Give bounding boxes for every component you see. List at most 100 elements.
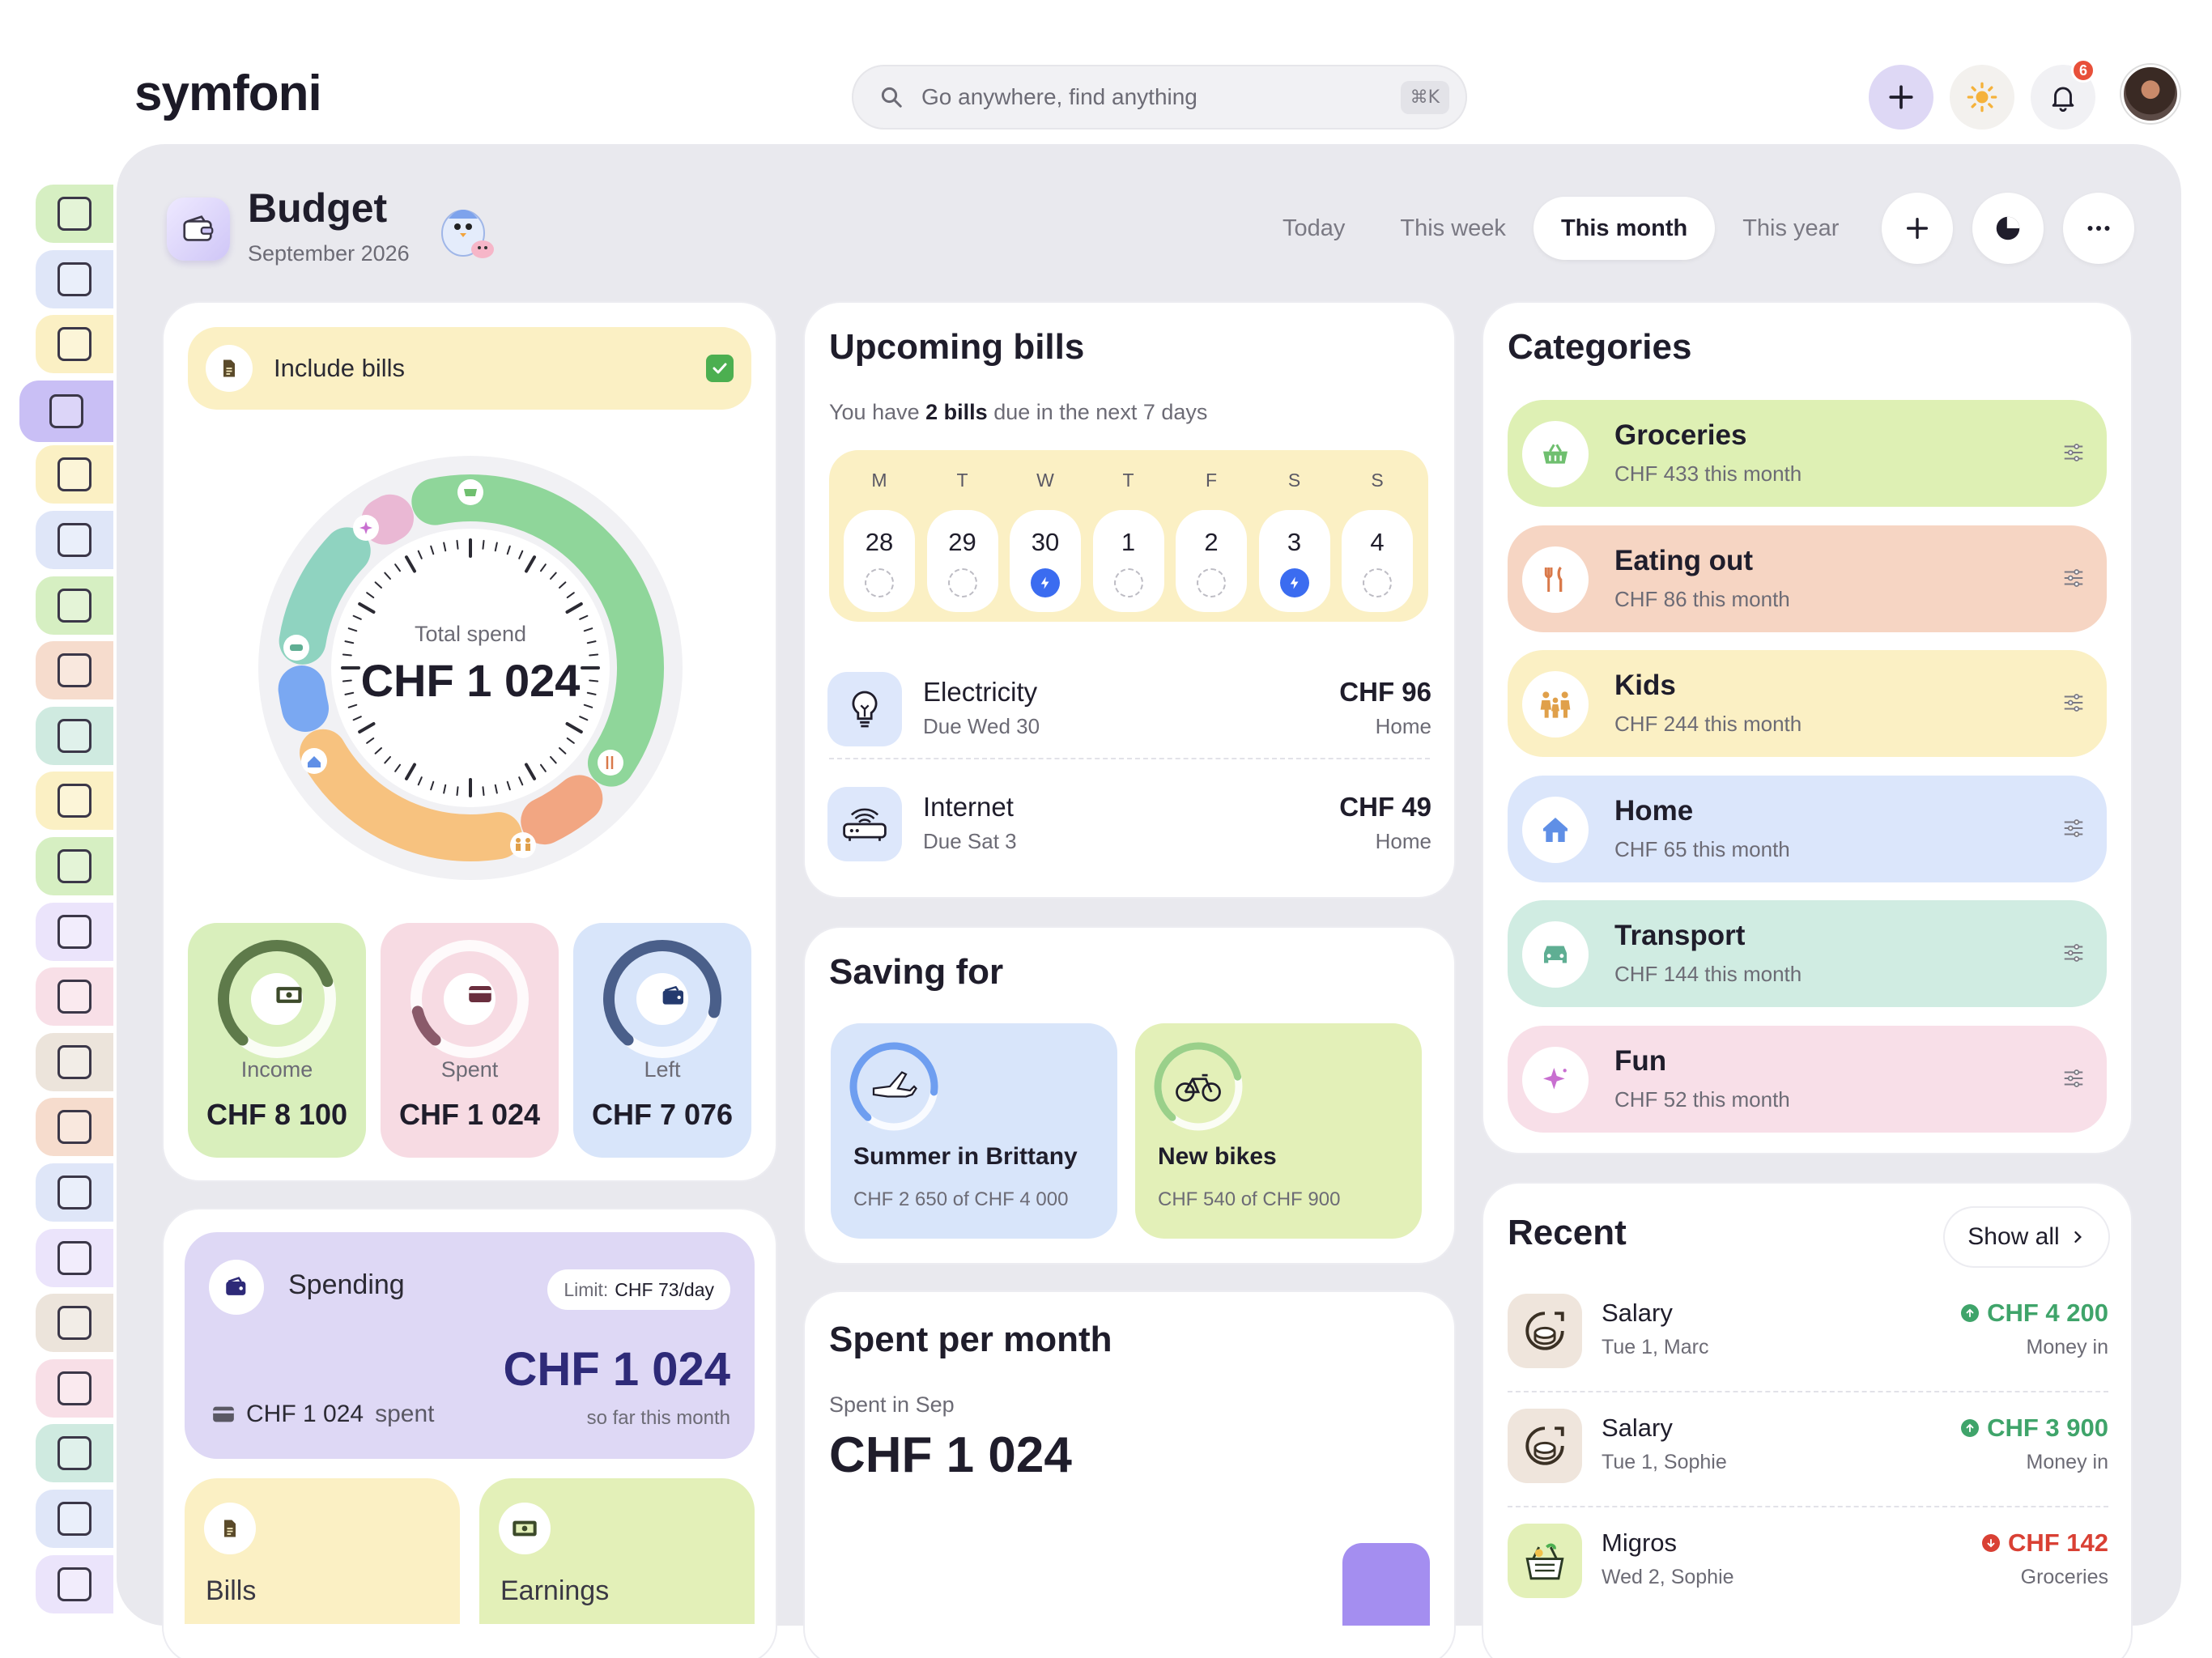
sidebar-item-timer[interactable] [36,706,113,765]
sidebar-item-meals[interactable] [36,641,113,700]
recent-transaction-row[interactable]: Salary Tue 1, Marc CHF 4 200 Money in [1508,1282,2108,1373]
tab-this-month[interactable]: This month [1533,197,1716,260]
search-bar[interactable]: Go anywhere, find anything ⌘K [852,65,1467,130]
donut-segment-kids[interactable] [274,472,666,864]
sidebar-item-lists[interactable] [36,511,113,569]
goal-new-bikes[interactable]: New bikes CHF 540 of CHF 900 [1135,1023,1422,1239]
sidebar-item-mail[interactable] [36,1358,113,1418]
sparkle-icon [1522,1046,1589,1113]
sidebar-item-camera[interactable] [36,967,113,1027]
calendar-day[interactable]: M 28 [844,470,915,612]
search-input[interactable]: Go anywhere, find anything [921,84,1197,109]
transaction-type: Money in [2026,1451,2108,1473]
category-eating-out[interactable]: Eating out CHF 86 this month [1508,525,2107,632]
category-fun[interactable]: Fun CHF 52 this month [1508,1025,2107,1133]
filter-sliders-icon[interactable] [2061,941,2086,969]
filter-sliders-icon[interactable] [2061,816,2086,844]
bill-row-electricity[interactable]: Electricity Due Wed 30 CHF 96 Home [827,661,1431,751]
empty-day-icon [1197,568,1226,597]
donut-segment-fun[interactable] [256,453,685,882]
day-number: 1 [1121,528,1136,556]
sidebar-item-notes[interactable] [36,315,113,374]
more-options-button[interactable] [2063,193,2134,264]
calendar-day[interactable]: T 29 [926,470,998,612]
sidebar-item-pets[interactable] [36,1098,113,1157]
app-logo[interactable]: symfoni [134,66,322,121]
arrow-down-icon [1981,1534,2000,1552]
filter-sliders-icon[interactable] [2061,440,2086,469]
theme-button[interactable] [1950,65,2014,130]
stat-left[interactable]: Left CHF 7 076 [573,923,751,1158]
filter-sliders-icon[interactable] [2061,1066,2086,1095]
sidebar-item-travel[interactable] [36,1032,113,1091]
banknote-icon [251,973,303,1025]
day-pill: 3 [1258,510,1330,612]
bills-card[interactable]: Bills [185,1478,460,1624]
car-icon [1522,921,1589,988]
goal-summer-in-brittany[interactable]: Summer in Brittany CHF 2 650 of CHF 4 000 [831,1023,1117,1239]
sidebar-item-home[interactable] [36,185,113,243]
spending-summary[interactable]: Spending Limit: CHF 73/day CHF 1 024 CHF … [185,1232,755,1459]
donut-badges [283,479,623,858]
sidebar-item-school[interactable] [36,772,113,831]
sidebar-item-books[interactable] [36,1228,113,1287]
recent-transaction-row[interactable]: Salary Tue 1, Sophie CHF 3 900 Money in [1508,1397,2108,1488]
sidebar-item-car[interactable] [36,837,113,895]
sidebar-item-cleaning[interactable] [36,445,113,504]
stat-income[interactable]: Income CHF 8 100 [188,923,366,1158]
upcoming-bills-title: Upcoming bills [829,327,1085,367]
category-kids[interactable]: Kids CHF 244 this month [1508,650,2107,757]
bill-divider [829,758,1430,759]
sidebar-item-budget[interactable] [19,380,113,442]
bill-row-internet[interactable]: Internet Due Sat 3 CHF 49 Home [827,776,1431,866]
recent-transaction-row[interactable]: Migros Wed 2, Sophie CHF 142 Groceries [1508,1512,2108,1603]
sidebar-item-house[interactable] [36,1424,113,1483]
plus-icon [1889,85,1913,109]
tab-this-week[interactable]: This week [1400,215,1506,241]
donut-segment-groceries[interactable] [269,466,672,869]
tab-this-year[interactable]: This year [1742,215,1840,241]
category-name: Home [1614,794,1694,827]
checkmark-icon [713,363,727,374]
category-groceries[interactable]: Groceries CHF 433 this month [1508,400,2107,507]
show-all-button[interactable]: Show all [1945,1208,2108,1266]
house-icon [1522,796,1589,863]
card-icon [213,1406,234,1422]
donut-segment-home[interactable] [265,462,676,874]
stat-spent[interactable]: Spent CHF 1 024 [381,923,559,1158]
sidebar-item-fridge[interactable] [36,576,113,635]
transaction-amount-value: CHF 4 200 [1987,1299,2108,1327]
donut-segment-eating-out[interactable] [256,453,685,882]
notifications-button[interactable]: 6 [2031,58,2095,130]
basket-icon [1522,421,1589,487]
month-bar-sep[interactable] [1342,1543,1430,1626]
bill-category: Home [1375,714,1431,738]
sidebar-item-weather[interactable] [36,902,113,961]
add-entry-button[interactable] [1882,193,1953,264]
add-button[interactable] [1869,65,1933,130]
weekday-letter: S [1287,470,1301,491]
filter-sliders-icon[interactable] [2061,566,2086,594]
chart-view-button[interactable] [1972,193,2044,264]
category-home[interactable]: Home CHF 65 this month [1508,775,2107,882]
include-bills-checkbox[interactable] [706,355,734,382]
sidebar-item-sun[interactable] [36,1163,113,1222]
calendar-day[interactable]: W 30 [1010,470,1081,612]
category-transport[interactable]: Transport CHF 144 this month [1508,900,2107,1007]
user-avatar[interactable] [2121,65,2180,123]
include-bills-toggle[interactable]: Include bills [188,327,751,410]
filter-sliders-icon[interactable] [2061,691,2086,719]
sidebar-item-reading[interactable] [36,1490,113,1548]
sidebar-item-photos[interactable] [36,1294,113,1353]
tab-today[interactable]: Today [1283,215,1346,241]
sidebar-item-birds[interactable] [36,1554,113,1613]
recent-divider [1508,1506,2108,1507]
category-amount: CHF 144 this month [1614,962,1802,986]
sidebar-item-calendar[interactable] [36,249,113,308]
earnings-card[interactable]: Earnings [479,1478,755,1624]
wallet-icon [209,1260,264,1315]
